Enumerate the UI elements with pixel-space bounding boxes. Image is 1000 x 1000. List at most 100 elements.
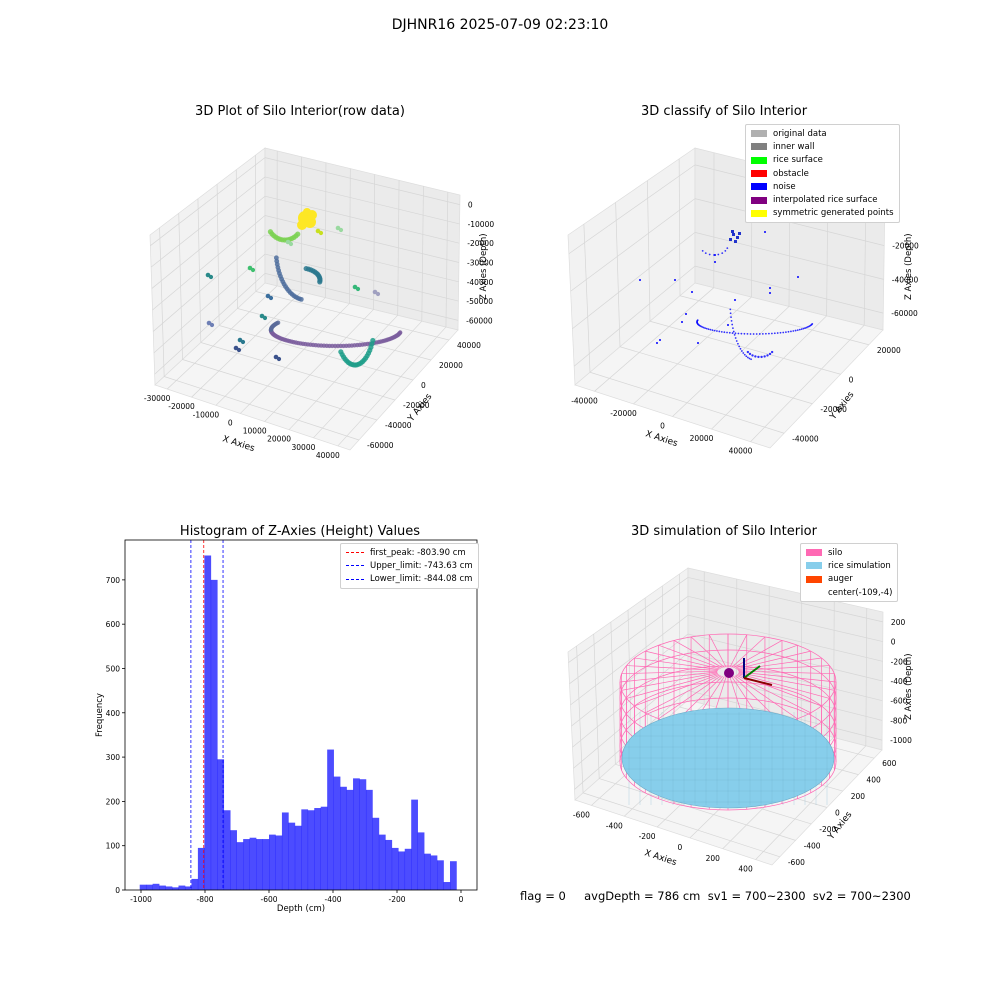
- histogram-bar: [385, 839, 393, 890]
- histogram-bar: [230, 830, 237, 890]
- noise-point: [764, 231, 766, 233]
- noise-point: [732, 233, 735, 236]
- noise-point: [794, 329, 797, 332]
- legend-line: [346, 552, 364, 554]
- panel1-3d-plot: -30000-20000-10000010000200003000040000-…: [144, 147, 494, 460]
- noise-point: [735, 340, 738, 342]
- noise-point: [723, 331, 726, 334]
- panel4-ztick: 0: [891, 638, 896, 647]
- panel2-ytick: -40000: [792, 434, 819, 443]
- noise-point: [773, 332, 776, 335]
- panel1-ztick: -50000: [466, 297, 493, 306]
- panel4-ytick: -400: [804, 841, 821, 850]
- noise-point: [792, 330, 795, 332]
- noise-point: [754, 355, 757, 358]
- noise-point: [751, 354, 754, 357]
- noise-point: [738, 232, 741, 235]
- histogram-bar: [217, 759, 225, 890]
- panel4-ytick: 600: [882, 759, 897, 768]
- histogram-bar: [197, 847, 205, 890]
- raw-point: [240, 339, 246, 345]
- panel1-zlabel: Z Axies (Depth): [479, 233, 489, 300]
- noise-point: [728, 331, 731, 334]
- raw-point: [303, 208, 311, 216]
- noise-point: [696, 319, 699, 322]
- y-tick-label: 700: [106, 576, 121, 585]
- raw-point: [375, 291, 381, 297]
- histogram-bar: [378, 834, 386, 890]
- panel1-xlabel: X Axies: [221, 434, 256, 454]
- raw-point: [288, 241, 294, 247]
- panel2-ztick: -60000: [891, 309, 918, 318]
- noise-point: [740, 350, 743, 352]
- panel3-title: Histogram of Z-Axies (Height) Values: [179, 524, 421, 539]
- panel2-xtick: 40000: [729, 447, 753, 456]
- histogram-bar: [243, 839, 250, 890]
- histogram-bar: [146, 884, 153, 890]
- y-tick-label: 500: [106, 664, 121, 673]
- histogram-frame: [124, 539, 478, 891]
- noise-point: [796, 329, 799, 332]
- legend-label: original data: [773, 128, 827, 139]
- raw-point: [276, 356, 282, 362]
- noise-point: [748, 352, 752, 356]
- panel4-legend: silo rice simulation auger center(-109,-4): [800, 543, 899, 603]
- panel1-ytick: -20000: [403, 401, 430, 410]
- panel4-ztick: -800: [890, 716, 907, 725]
- noise-point: [787, 330, 790, 333]
- noise-point: [681, 321, 683, 323]
- noise-point: [770, 332, 773, 335]
- silo-roof-spoke: [734, 675, 798, 720]
- panel2-ytick: 20000: [877, 346, 901, 355]
- silo-roof-spoke: [729, 634, 748, 668]
- panel4-xtick: 200: [706, 854, 721, 863]
- histogram-bar: [262, 839, 270, 890]
- panel4-xlabel: X Axies: [643, 848, 678, 868]
- noise-point: [750, 358, 752, 361]
- raw-point: [250, 267, 256, 273]
- panel1-ytick: 20000: [439, 361, 463, 370]
- noise-point: [743, 332, 746, 335]
- panel1-xtick: -10000: [193, 410, 220, 419]
- legend-line: [346, 565, 364, 567]
- legend-entry: obstacle: [751, 167, 894, 180]
- histogram-bar: [437, 860, 444, 890]
- noise-point: [733, 333, 736, 336]
- noise-point: [734, 332, 737, 335]
- noise-point: [716, 330, 718, 332]
- y-tick-label: 600: [106, 620, 121, 629]
- legend-entry: Lower_limit: -844.08 cm: [346, 573, 473, 586]
- silo-roof-spoke: [673, 640, 723, 669]
- raw-point: [236, 347, 242, 353]
- y-tick-label: 200: [106, 797, 121, 806]
- noise-point: [755, 333, 758, 335]
- histogram-bar: [204, 555, 212, 890]
- panel2-xtick: -20000: [610, 409, 637, 418]
- noise-point: [717, 253, 720, 256]
- legend-label: rice simulation: [828, 560, 891, 571]
- silo-roof-spoke: [736, 674, 811, 714]
- histogram-bar: [327, 749, 334, 890]
- panel4-title: 3D simulation of Silo Interior: [631, 524, 817, 539]
- noise-point: [714, 254, 716, 256]
- panel2-ztick: -20000: [892, 242, 919, 251]
- histogram-bar: [159, 885, 166, 890]
- noise-point: [724, 249, 727, 252]
- panel3-ylabel: Frequency: [95, 693, 105, 737]
- noise-point: [729, 312, 732, 315]
- histogram-bar: [172, 887, 179, 890]
- panel3-xlabel: Depth (cm): [277, 904, 325, 914]
- silo-roof-spoke: [621, 672, 718, 691]
- noise-point: [691, 291, 693, 293]
- noise-point: [732, 330, 735, 333]
- panel4-zlabel: Z Axies (Depth): [904, 653, 914, 720]
- legend-swatch: [751, 170, 767, 178]
- raw-point: [318, 230, 324, 236]
- histogram-bar: [269, 834, 276, 890]
- silo-roof-spoke: [658, 644, 722, 669]
- histogram-bar: [236, 842, 244, 890]
- histogram-bar: [307, 810, 315, 890]
- silo-roof-spoke: [658, 675, 722, 720]
- panel1-xtick: 10000: [243, 427, 267, 436]
- y-tick-label: 300: [106, 753, 121, 762]
